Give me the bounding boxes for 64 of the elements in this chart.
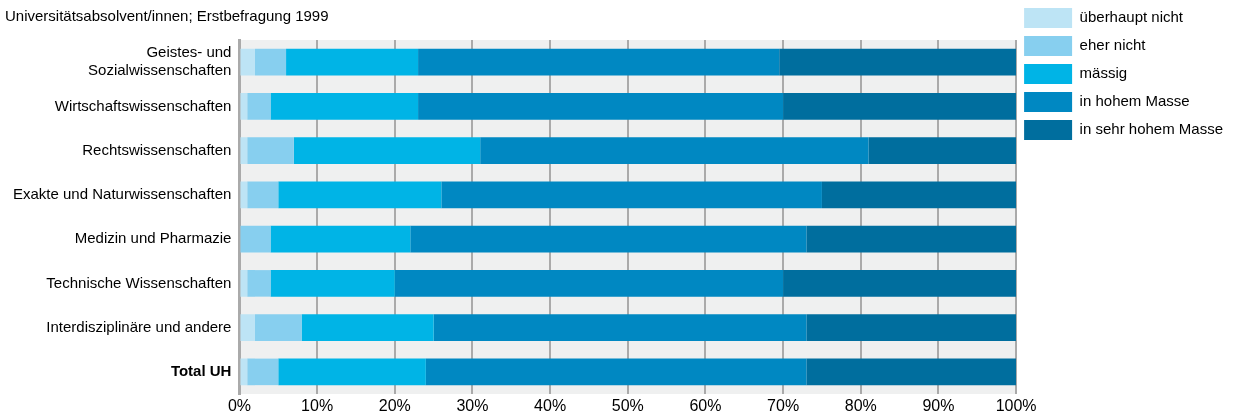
x-tick-label: 10% — [301, 397, 334, 415]
bar — [278, 358, 426, 386]
bar — [247, 358, 279, 386]
x-tick-label: 0% — [227, 397, 252, 415]
x-tick-label: 100% — [995, 397, 1037, 415]
x-tick-label: 80% — [844, 397, 877, 415]
bar — [270, 93, 419, 120]
bar — [247, 93, 271, 120]
bar — [806, 358, 1017, 386]
legend-label: überhaupt nicht — [1079, 8, 1184, 26]
bar — [783, 93, 1017, 120]
y-tick-label: Wirtschaftswissenschaften — [54, 96, 232, 114]
y-tick-label: Total UH — [170, 362, 232, 380]
x-tick-label: 70% — [767, 397, 800, 415]
x-tick-label: 50% — [611, 397, 644, 415]
bar — [240, 225, 271, 253]
bar — [270, 225, 411, 253]
x-tick-label: 30% — [456, 397, 489, 415]
bar — [394, 270, 784, 297]
bar — [240, 358, 248, 386]
y-tick-label: Medizin und Pharmazie — [74, 229, 232, 247]
bar — [240, 270, 248, 297]
y-tick-label: Exakte und Naturwissenschaften — [13, 185, 232, 203]
bar — [247, 270, 271, 297]
bar — [418, 48, 780, 76]
y-tick-label: Rechtswissenschaften — [82, 140, 232, 158]
bar — [240, 314, 255, 341]
bar — [783, 270, 1017, 297]
legend-label: eher nicht — [1079, 36, 1147, 54]
x-tick-label: 60% — [689, 397, 722, 415]
y-tick-label: Interdisziplinäre und andere — [46, 317, 232, 335]
bar — [441, 181, 822, 209]
bar — [806, 314, 1017, 341]
bar — [868, 137, 1017, 164]
bar — [410, 225, 807, 253]
bar — [821, 181, 1017, 209]
bar — [240, 48, 255, 76]
bar — [418, 93, 784, 120]
bar — [425, 358, 807, 386]
legend-label: mässig — [1079, 64, 1128, 82]
bar — [278, 181, 442, 209]
bar — [240, 137, 248, 164]
bar — [240, 93, 248, 120]
legend-label: in hohem Masse — [1079, 92, 1190, 110]
bar — [301, 314, 434, 341]
bar — [254, 314, 302, 341]
bar — [779, 48, 1017, 76]
bar — [240, 181, 248, 209]
y-tick-label: Geistes- und Sozialwissenschaften — [88, 43, 232, 79]
bar — [480, 137, 869, 164]
bar — [286, 48, 419, 76]
x-tick-label: 90% — [922, 397, 955, 415]
bar — [270, 270, 395, 297]
bar — [247, 137, 294, 164]
bar — [293, 137, 481, 164]
bar — [806, 225, 1017, 253]
chart-title: Universitätsabsolvent/innen; Erstbefragung 1999 — [5, 7, 329, 25]
legend-label: in sehr hohem Masse — [1079, 120, 1224, 138]
bar — [254, 48, 287, 76]
y-tick-label: Technische Wissenschaften — [46, 273, 232, 291]
bar — [247, 181, 279, 209]
x-tick-label: 20% — [378, 397, 411, 415]
x-tick-label: 40% — [534, 397, 567, 415]
bar — [433, 314, 807, 341]
